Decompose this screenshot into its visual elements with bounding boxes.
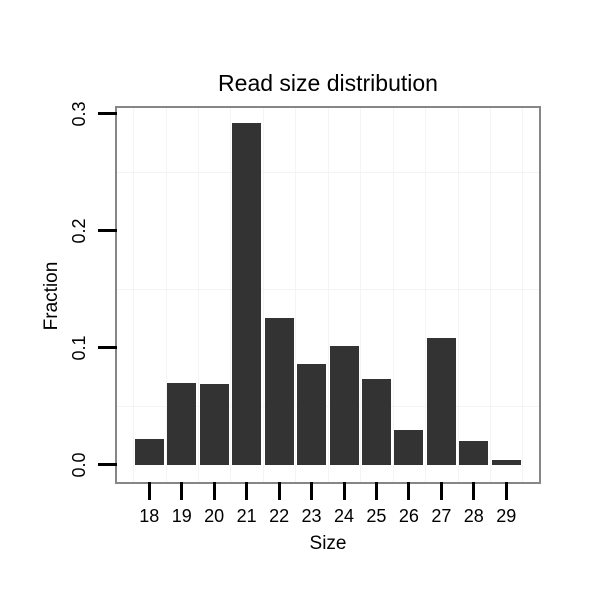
x-tick-label: 26 bbox=[398, 506, 419, 526]
x-tick bbox=[245, 482, 249, 500]
x-tick-label: 23 bbox=[301, 506, 322, 526]
minor-gridline-vertical bbox=[133, 108, 135, 482]
y-tick-label: 0.0 bbox=[69, 452, 89, 478]
y-tick bbox=[98, 229, 117, 233]
bar bbox=[394, 429, 424, 465]
y-tick-label: 0.2 bbox=[69, 218, 89, 244]
y-tick bbox=[98, 346, 117, 350]
y-axis-label: Fraction bbox=[41, 261, 62, 331]
x-tick bbox=[342, 482, 346, 500]
x-tick-label: 22 bbox=[269, 506, 290, 526]
x-tick bbox=[212, 482, 216, 500]
x-tick-label: 18 bbox=[139, 506, 160, 526]
minor-gridline-vertical bbox=[425, 108, 427, 482]
bar bbox=[426, 338, 456, 465]
x-tick bbox=[277, 482, 281, 500]
x-tick bbox=[439, 482, 443, 500]
bar bbox=[264, 318, 294, 465]
y-tick-label: 0.1 bbox=[69, 335, 89, 361]
x-tick-label: 27 bbox=[431, 506, 452, 526]
x-tick-label: 24 bbox=[333, 506, 355, 526]
x-tick-label: 21 bbox=[236, 506, 257, 526]
x-tick bbox=[180, 482, 184, 500]
minor-gridline-vertical bbox=[490, 108, 492, 482]
minor-gridline-vertical bbox=[197, 108, 199, 482]
x-tick-label: 20 bbox=[204, 506, 225, 526]
minor-gridline-vertical bbox=[392, 108, 394, 482]
x-tick bbox=[310, 482, 314, 500]
x-tick-label: 28 bbox=[463, 506, 484, 526]
y-tick bbox=[98, 112, 117, 116]
minor-gridline-vertical bbox=[522, 108, 524, 482]
x-tick bbox=[147, 482, 151, 500]
y-tick-label: 0.3 bbox=[69, 101, 89, 127]
bar bbox=[491, 459, 521, 465]
x-tick bbox=[374, 482, 378, 500]
bar bbox=[199, 383, 229, 465]
x-tick bbox=[407, 482, 411, 500]
minor-gridline-vertical bbox=[327, 108, 329, 482]
x-tick-label: 29 bbox=[496, 506, 517, 526]
bar bbox=[167, 382, 197, 465]
x-tick-label: 19 bbox=[171, 506, 192, 526]
x-tick-label: 25 bbox=[366, 506, 387, 526]
minor-gridline-vertical bbox=[262, 108, 264, 482]
bar bbox=[459, 441, 489, 465]
bar bbox=[232, 122, 262, 465]
minor-gridline-vertical bbox=[295, 108, 297, 482]
minor-gridline-vertical bbox=[230, 108, 232, 482]
x-axis-label: Size bbox=[309, 533, 347, 554]
x-tick bbox=[504, 482, 508, 500]
minor-gridline-vertical bbox=[165, 108, 167, 482]
y-tick bbox=[98, 463, 117, 467]
x-tick bbox=[472, 482, 476, 500]
chart-title: Read size distribution bbox=[218, 70, 438, 96]
minor-gridline-vertical bbox=[457, 108, 459, 482]
bar bbox=[134, 438, 164, 465]
minor-gridline-vertical bbox=[360, 108, 362, 482]
bar bbox=[297, 363, 327, 465]
bar bbox=[329, 346, 359, 465]
bar bbox=[361, 379, 391, 465]
